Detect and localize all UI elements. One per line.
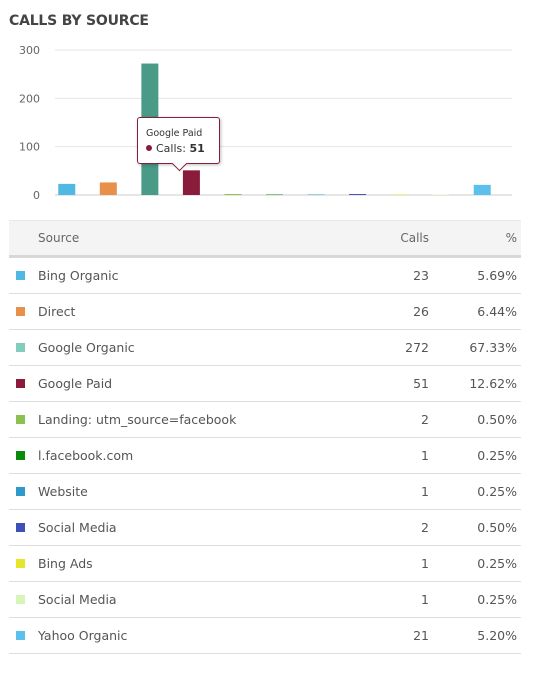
table-row[interactable]: Bing Organic 23 5.69% (9, 258, 521, 294)
row-pct: 5.20% (477, 628, 517, 643)
table-row[interactable]: Bing Ads 1 0.25% (9, 546, 521, 582)
row-calls: 2 (421, 520, 429, 535)
bar[interactable] (390, 194, 408, 196)
row-calls: 26 (413, 304, 429, 319)
bar[interactable] (473, 184, 491, 195)
header-calls[interactable]: Calls (400, 231, 429, 245)
row-calls: 21 (413, 628, 429, 643)
row-source: Yahoo Organic (38, 628, 128, 643)
y-tick-label: 100 (19, 141, 40, 154)
row-pct: 0.25% (477, 484, 517, 499)
tooltip-value-line: Calls: 51 (146, 142, 205, 155)
chart-tooltip: Google Paid Calls: 51 (137, 117, 220, 164)
legend-swatch[interactable] (16, 379, 25, 388)
bar[interactable] (307, 194, 325, 196)
row-pct: 0.25% (477, 448, 517, 463)
table-row[interactable]: Yahoo Organic 21 5.20% (9, 618, 521, 654)
header-source[interactable]: Source (38, 231, 80, 245)
row-source: Landing: utm_source=facebook (38, 412, 237, 427)
chart-grid (55, 49, 512, 196)
row-source: Google Organic (38, 340, 135, 355)
table-row[interactable]: l.facebook.com 1 0.25% (9, 438, 521, 474)
row-calls: 51 (413, 376, 429, 391)
row-pct: 0.50% (477, 412, 517, 427)
bar[interactable] (349, 194, 367, 195)
bar[interactable] (58, 183, 76, 195)
calls-bar-chart: 0 100 200 300 (19, 44, 512, 202)
row-source: l.facebook.com (38, 448, 134, 463)
legend-swatch[interactable] (16, 451, 25, 460)
bar[interactable] (99, 182, 117, 195)
table-header: Source Calls % (9, 220, 521, 258)
row-pct: 0.50% (477, 520, 517, 535)
legend-swatch[interactable] (16, 343, 25, 352)
header-pct[interactable]: % (505, 231, 517, 245)
table-row[interactable]: Landing: utm_source=facebook 2 0.50% (9, 402, 521, 438)
calls-table: Source Calls % Bing Organic 23 5.69% Direct… (9, 220, 521, 654)
table-body: Bing Organic 23 5.69% Direct 26 6.44% Google O… (9, 258, 521, 654)
y-axis: 0 100 200 300 (19, 44, 40, 202)
legend-swatch[interactable] (16, 559, 25, 568)
legend-swatch[interactable] (16, 595, 25, 604)
tooltip-dot-icon (146, 145, 152, 151)
row-source: Bing Ads (38, 556, 93, 571)
row-calls: 1 (421, 592, 429, 607)
row-source: Google Paid (38, 376, 113, 391)
row-calls: 23 (413, 268, 429, 283)
tooltip-label: Calls: (156, 142, 186, 155)
bar[interactable] (224, 194, 242, 195)
row-pct: 0.25% (477, 556, 517, 571)
table-row[interactable]: Google Paid 51 12.62% (9, 366, 521, 402)
y-tick-label: 0 (33, 189, 40, 202)
table-row[interactable]: Social Media 2 0.50% (9, 510, 521, 546)
bar[interactable] (266, 194, 283, 196)
table-row[interactable]: Social Media 1 0.25% (9, 582, 521, 618)
row-source: Bing Organic (38, 268, 119, 283)
page-title: CALLS BY SOURCE (9, 13, 149, 29)
legend-swatch[interactable] (16, 307, 25, 316)
row-source: Social Media (38, 520, 117, 535)
row-calls: 272 (405, 340, 429, 355)
tooltip-value: 51 (189, 142, 205, 155)
row-pct: 6.44% (477, 304, 517, 319)
bar[interactable] (182, 170, 200, 195)
row-calls: 1 (421, 448, 429, 463)
row-pct: 5.69% (477, 268, 517, 283)
row-pct: 12.62% (469, 376, 517, 391)
legend-swatch[interactable] (16, 487, 25, 496)
row-source: Social Media (38, 592, 117, 607)
row-calls: 1 (421, 484, 429, 499)
table-row[interactable]: Google Organic 272 67.33% (9, 330, 521, 366)
legend-swatch[interactable] (16, 631, 25, 640)
table-row[interactable]: Website 1 0.25% (9, 474, 521, 510)
row-source: Website (38, 484, 88, 499)
row-calls: 2 (421, 412, 429, 427)
chart-bars (58, 63, 491, 196)
tooltip-title: Google Paid (146, 128, 203, 139)
legend-swatch[interactable] (16, 523, 25, 532)
legend-swatch[interactable] (16, 415, 25, 424)
legend-swatch[interactable] (16, 271, 25, 280)
row-pct: 0.25% (477, 592, 517, 607)
y-tick-label: 300 (19, 44, 40, 57)
y-tick-label: 200 (19, 92, 40, 105)
row-pct: 67.33% (469, 340, 517, 355)
table-row[interactable]: Direct 26 6.44% (9, 294, 521, 330)
bar[interactable] (432, 194, 450, 196)
row-calls: 1 (421, 556, 429, 571)
row-source: Direct (38, 304, 76, 319)
